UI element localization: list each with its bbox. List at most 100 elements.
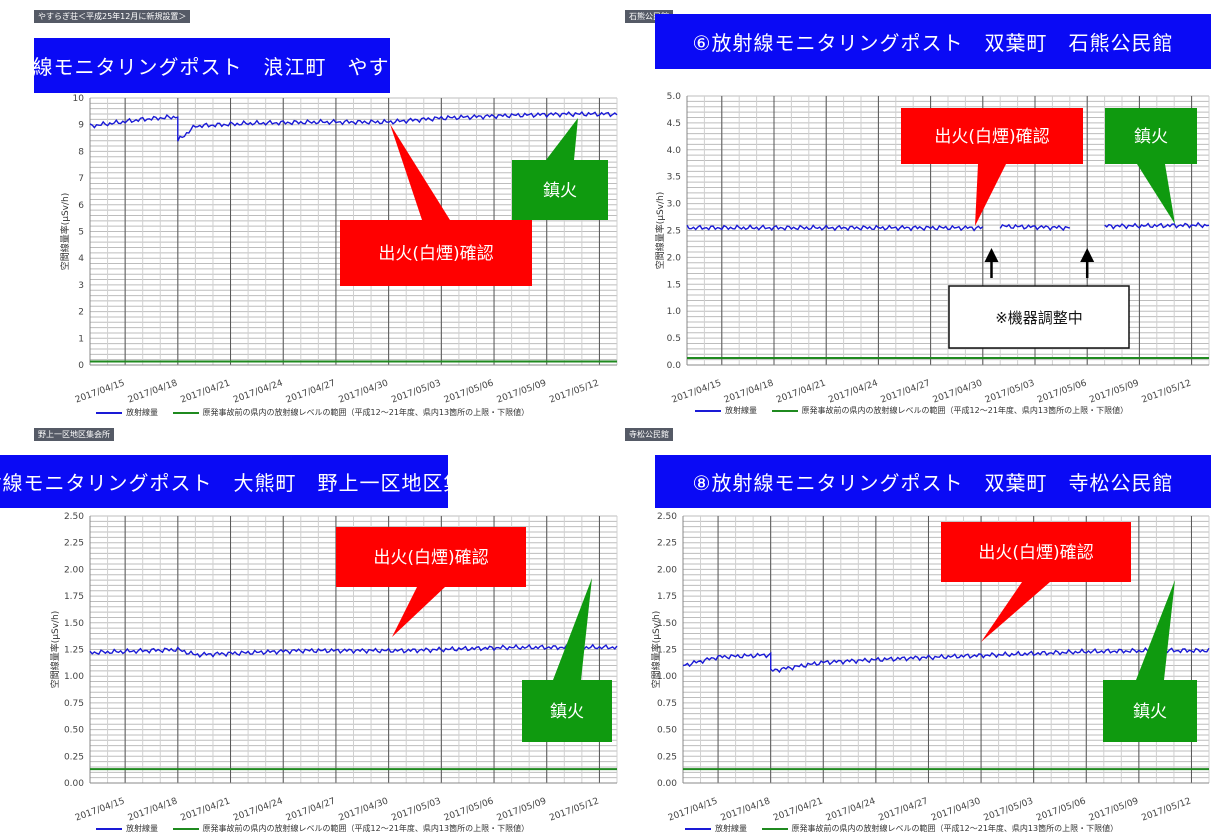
x-tick-label: 2017/05/06 xyxy=(443,796,495,823)
fire-callout-pointer xyxy=(390,124,450,220)
fire-callout-label: 出火(白煙)確認 xyxy=(934,127,1049,147)
y-tick-label: 2 xyxy=(78,308,84,318)
adjusting-note-label: ※機器調整中 xyxy=(995,309,1083,327)
y-tick-label: 1.50 xyxy=(64,619,84,629)
x-tick-label: 2017/04/15 xyxy=(74,378,126,405)
y-tick-label: 4.5 xyxy=(667,119,681,129)
y-tick-label: 0.00 xyxy=(64,779,84,789)
x-tick-label: 2017/04/30 xyxy=(932,378,984,405)
x-tick-label: 2017/04/27 xyxy=(285,796,337,823)
y-tick-label: 0.75 xyxy=(64,699,84,709)
panel-title: ⑥放射線モニタリングポスト 双葉町 石熊公民館 xyxy=(655,14,1211,69)
legend-swatch-baseline xyxy=(172,411,199,414)
chart-svg: 2017/04/15 2017/04/18 2017/04/21 2017/04/24… xyxy=(654,92,1210,406)
fire-callout-pointer xyxy=(975,164,1006,226)
y-axis-label: 空間線量率(μSv/h) xyxy=(650,611,662,689)
y-tick-label: 3.0 xyxy=(667,200,682,210)
chart-svg: 2017/04/15 2017/04/18 2017/04/21 2017/04/24… xyxy=(49,512,618,824)
fire-callout-box xyxy=(340,220,532,286)
fire-callout-label: 出火(白煙)確認 xyxy=(373,548,488,568)
extinguished-callout-box xyxy=(512,160,608,220)
chart-panel-teramatsu: 寺松公民館 2017/04/15 2017/04/18 2017/04/21 2017… xyxy=(619,418,1211,833)
x-tick-label: 2017/04/21 xyxy=(775,378,827,405)
panel-title: ⑤放射線モニタリングポスト 浪江町 やすらぎ荘 xyxy=(0,38,451,93)
chart-panel-ishikuma: 石熊公民館 2017/04/15 2017/04/18 2017/04/21 2017… xyxy=(619,0,1211,415)
y-tick-label: 1.00 xyxy=(657,672,677,682)
y-tick-label: 1.00 xyxy=(64,672,84,682)
y-tick-label: 0.75 xyxy=(657,699,677,709)
legend-swatch-series xyxy=(695,409,721,412)
x-tick-label: 2017/05/12 xyxy=(1140,378,1192,405)
x-tick-label: 2017/04/27 xyxy=(879,378,931,405)
y-tick-label: 0.0 xyxy=(667,361,682,371)
x-tick-label: 2017/04/24 xyxy=(827,378,879,405)
adjusting-note-box xyxy=(948,285,1130,349)
x-tick-label: 2017/04/30 xyxy=(337,796,389,823)
fire-callout: 出火(白煙)確認 xyxy=(340,124,532,286)
legend-series-label: 放射線量 xyxy=(725,406,757,415)
x-tick-label: 2017/05/12 xyxy=(548,796,600,823)
y-tick-label: 1.5 xyxy=(667,280,681,290)
y-tick-label: 2.00 xyxy=(64,565,84,575)
x-tick-label: 2017/05/09 xyxy=(496,378,548,405)
y-tick-label: 3.5 xyxy=(667,173,681,183)
y-tick-label: 10 xyxy=(73,94,85,104)
legend-baseline-label: 原発事故前の県内の放射線レベルの範囲（平成12～21年度、県内13箇所の上限・下… xyxy=(202,824,530,833)
legend-swatch-baseline xyxy=(761,827,788,830)
chart-svg: 2017/04/15 2017/04/18 2017/04/21 2017/04/24… xyxy=(650,512,1210,824)
x-tick-label: 2017/04/18 xyxy=(127,796,179,823)
x-tick-label: 2017/04/18 xyxy=(723,378,775,405)
x-tick-label: 2017/04/30 xyxy=(337,378,389,405)
legend-swatch-series xyxy=(96,411,122,414)
y-tick-label: 1.50 xyxy=(657,619,677,629)
y-tick-label: 1.25 xyxy=(657,646,677,656)
y-axis-label: 空間線量率(μSv/h) xyxy=(59,193,71,271)
fire-callout: 出火(白煙)確認 xyxy=(901,108,1083,226)
extinguished-callout: 鎮火 xyxy=(512,118,608,220)
y-tick-label: 6 xyxy=(78,201,84,211)
y-tick-label: 4 xyxy=(78,254,84,264)
x-tick-label: 2017/05/06 xyxy=(443,378,495,405)
y-tick-label: 2.5 xyxy=(667,227,681,237)
x-tick-label: 2017/04/27 xyxy=(877,796,929,823)
legend-baseline-label: 原発事故前の県内の放射線レベルの範囲（平成12～21年度、県内13箇所の上限・下… xyxy=(202,408,530,417)
series-line-dose xyxy=(682,646,1210,674)
x-tick-label: 2017/04/15 xyxy=(671,378,723,405)
chart-legend: 放射線量 原発事故前の県内の放射線レベルの範囲（平成12～21年度、県内13箇所… xyxy=(695,405,1128,416)
extinguished-callout-label: 鎮火 xyxy=(1134,127,1168,147)
x-tick-label: 2017/05/09 xyxy=(496,796,548,823)
chart-legend: 放射線量 原発事故前の県内の放射線レベルの範囲（平成12～21年度、県内13箇所… xyxy=(96,823,529,834)
legend-baseline-label: 原発事故前の県内の放射線レベルの範囲（平成12～21年度、県内13箇所の上限・下… xyxy=(791,824,1119,833)
extinguished-callout: 鎮火 xyxy=(1105,108,1197,224)
legend-baseline-label: 原発事故前の県内の放射線レベルの範囲（平成12～21年度、県内13箇所の上限・下… xyxy=(801,406,1129,415)
y-tick-label: 0.50 xyxy=(657,726,677,736)
y-tick-label: 9 xyxy=(78,121,84,131)
y-tick-label: 1 xyxy=(78,334,84,344)
y-tick-label: 3 xyxy=(78,281,84,291)
extinguished-callout-box xyxy=(1103,680,1197,742)
fire-callout-label: 出火(白煙)確認 xyxy=(378,244,493,264)
x-tick-label: 2017/05/03 xyxy=(390,378,442,405)
chart-panel-nogami: 野上一区地区集会所 2017/04/15 2017/04/18 2017/04/21… xyxy=(0,418,618,834)
legend-swatch-series xyxy=(96,827,122,830)
y-tick-label: 0.00 xyxy=(657,779,677,789)
fire-callout-pointer xyxy=(392,587,445,637)
chart-panel-namie: やすらぎ荘＜平成25年12月に新規設置＞ 2017/04/15 2017/04/1… xyxy=(0,0,618,417)
x-tick-label: 2017/04/24 xyxy=(825,796,877,823)
fire-callout-box xyxy=(336,527,526,587)
y-axis-label: 空間線量率(μSv/h) xyxy=(49,611,61,689)
y-tick-label: 2.00 xyxy=(657,565,677,575)
adjusting-arrow-head xyxy=(984,248,999,262)
x-tick-label: 2017/04/30 xyxy=(930,796,982,823)
fire-callout-box xyxy=(901,108,1083,164)
x-tick-label: 2017/04/24 xyxy=(232,796,284,823)
x-tick-label: 2017/04/18 xyxy=(720,796,772,823)
adjusting-arrow-head xyxy=(1080,248,1095,262)
y-axis-label: 空間線量率(μSv/h) xyxy=(654,192,666,270)
y-tick-label: 1.0 xyxy=(667,307,682,317)
extinguished-callout: 鎮火 xyxy=(1103,580,1197,742)
series-line-dose xyxy=(89,111,618,142)
series-line-dose xyxy=(686,224,984,232)
legend-swatch-baseline xyxy=(771,409,798,412)
series-line-dose xyxy=(999,223,1071,232)
